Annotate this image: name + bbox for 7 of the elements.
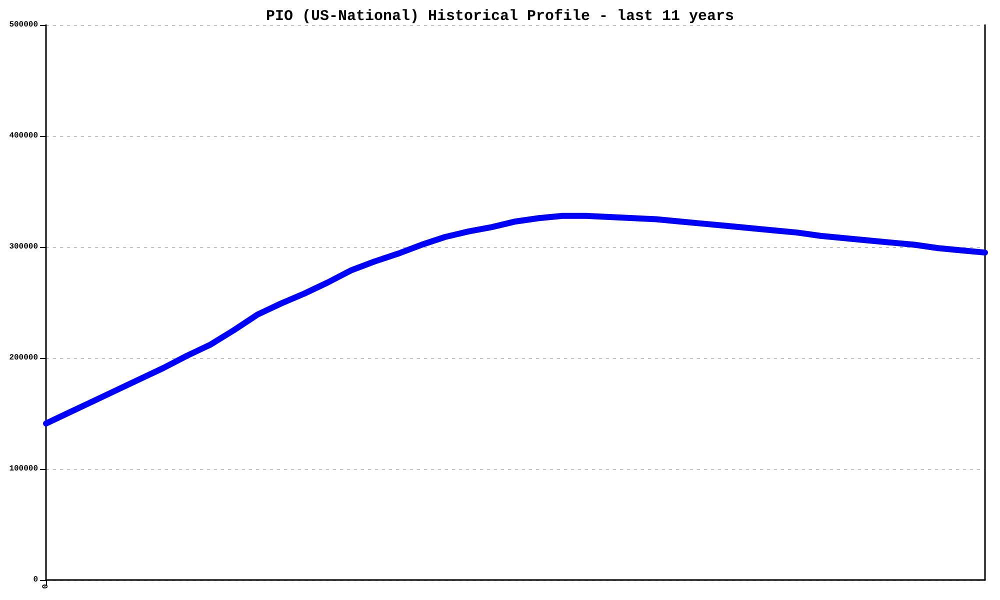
y-tick-label: 300000 xyxy=(9,242,38,252)
category-label: 0 xyxy=(42,584,50,589)
y-tick-label: 100000 xyxy=(9,464,38,474)
chart-title: PIO (US-National) Historical Profile - last 11 years xyxy=(266,8,734,25)
y-tick-label: 500000 xyxy=(9,20,38,30)
y-tick-label: 200000 xyxy=(9,354,38,362)
y-tick-label: 400000 xyxy=(9,132,38,140)
